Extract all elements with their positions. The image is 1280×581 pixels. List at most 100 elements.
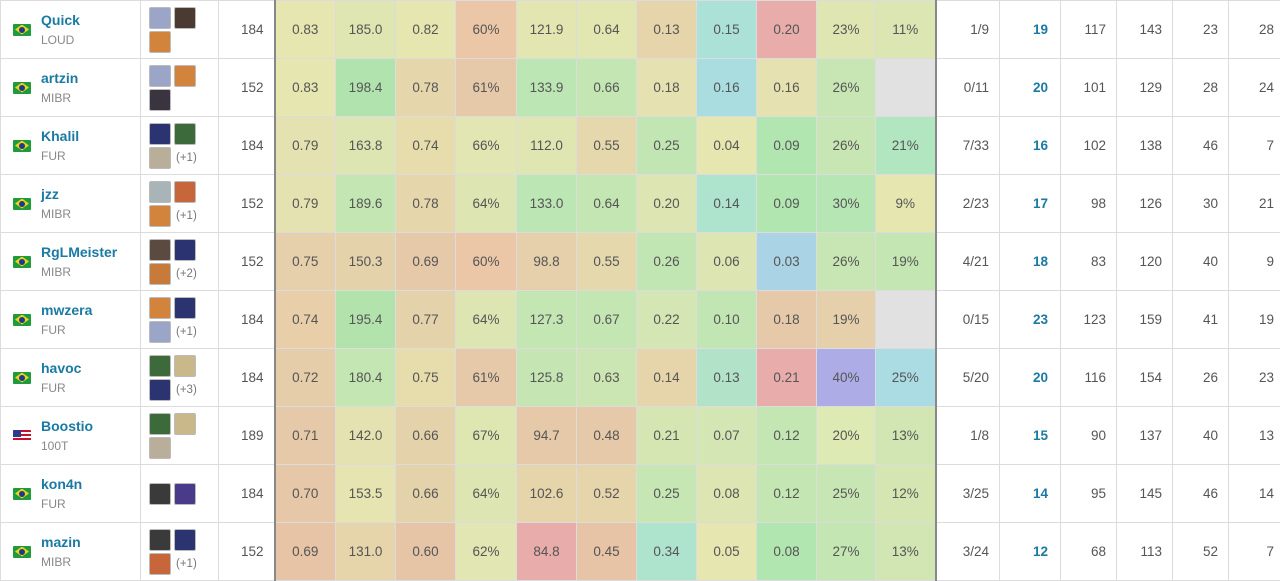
player-name-link[interactable]: mwzera bbox=[41, 302, 92, 319]
player-team: MIBR bbox=[41, 90, 78, 106]
agent-portrait-icon bbox=[174, 239, 196, 261]
agents-cell bbox=[141, 59, 219, 117]
stat-fd: 7 bbox=[1229, 117, 1280, 175]
stat-adr: 94.7 bbox=[517, 407, 577, 465]
stat-rating: 0.83 bbox=[275, 1, 336, 59]
stat-deaths: 123 bbox=[1061, 291, 1117, 349]
stat-kd: 0.75 bbox=[396, 349, 456, 407]
stat-acs: 163.8 bbox=[336, 117, 396, 175]
rounds-played: 152 bbox=[219, 175, 275, 233]
brazil-flag-icon bbox=[13, 198, 31, 210]
stat-kast: 61% bbox=[456, 349, 517, 407]
stat-kills: 16 bbox=[1000, 117, 1061, 175]
stat-fk: 46 bbox=[1173, 465, 1229, 523]
agent-portrait-icon bbox=[174, 529, 196, 551]
stat-fdpr: 0.16 bbox=[757, 59, 817, 117]
agents-cell: (+1) bbox=[141, 291, 219, 349]
agent-portrait-icon bbox=[149, 321, 171, 343]
player-name-link[interactable]: Khalil bbox=[41, 128, 79, 145]
agent-portrait-icon bbox=[149, 263, 171, 285]
stat-hs: 26% bbox=[817, 59, 876, 117]
stat-apr: 0.25 bbox=[637, 465, 697, 523]
agent-portrait-icon bbox=[149, 181, 171, 203]
player-team: MIBR bbox=[41, 554, 81, 570]
stat-apr: 0.18 bbox=[637, 59, 697, 117]
stat-hs: 23% bbox=[817, 1, 876, 59]
stat-kpr: 0.64 bbox=[577, 1, 637, 59]
stat-kd: 0.66 bbox=[396, 465, 456, 523]
stat-kast: 60% bbox=[456, 1, 517, 59]
stat-rating: 0.79 bbox=[275, 117, 336, 175]
stat-kills: 14 bbox=[1000, 465, 1061, 523]
stat-apr: 0.14 bbox=[637, 349, 697, 407]
stat-rating: 0.70 bbox=[275, 465, 336, 523]
player-cell: artzin MIBR bbox=[1, 59, 141, 117]
stat-acs: 198.4 bbox=[336, 59, 396, 117]
player-team: FUR bbox=[41, 380, 81, 396]
stat-kast: 64% bbox=[456, 291, 517, 349]
stat-cl bbox=[876, 291, 936, 349]
extra-agents-count: (+1) bbox=[176, 152, 197, 164]
stat-assists: 120 bbox=[1117, 233, 1173, 291]
stat-fd: 21 bbox=[1229, 175, 1280, 233]
stat-assists: 138 bbox=[1117, 117, 1173, 175]
stat-kills: 23 bbox=[1000, 291, 1061, 349]
stat-acs: 142.0 bbox=[336, 407, 396, 465]
player-name-link[interactable]: Quick bbox=[41, 12, 80, 29]
stat-kast: 60% bbox=[456, 233, 517, 291]
stat-fk: 46 bbox=[1173, 117, 1229, 175]
stat-kd: 0.78 bbox=[396, 59, 456, 117]
agent-portrait-icon bbox=[174, 123, 196, 145]
rounds-played: 184 bbox=[219, 349, 275, 407]
stat-acs: 195.4 bbox=[336, 291, 396, 349]
player-name-link[interactable]: jzz bbox=[41, 186, 71, 203]
stat-cl: 19% bbox=[876, 233, 936, 291]
player-name-link[interactable]: havoc bbox=[41, 360, 81, 377]
rounds-played: 184 bbox=[219, 1, 275, 59]
stat-fkpr: 0.13 bbox=[697, 349, 757, 407]
stat-fk: 41 bbox=[1173, 291, 1229, 349]
stat-deaths: 117 bbox=[1061, 1, 1117, 59]
agents-cell bbox=[141, 1, 219, 59]
player-name-link[interactable]: Boostio bbox=[41, 418, 93, 435]
stat-adr: 98.8 bbox=[517, 233, 577, 291]
agent-portrait-icon bbox=[149, 205, 171, 227]
player-name-link[interactable]: kon4n bbox=[41, 476, 82, 493]
brazil-flag-icon bbox=[13, 488, 31, 500]
player-name-link[interactable]: RgLMeister bbox=[41, 244, 117, 261]
player-team: FUR bbox=[41, 148, 79, 164]
stat-adr: 133.0 bbox=[517, 175, 577, 233]
stat-fk: 40 bbox=[1173, 407, 1229, 465]
stat-kast: 66% bbox=[456, 117, 517, 175]
stat-cl: 21% bbox=[876, 117, 936, 175]
stat-acs: 153.5 bbox=[336, 465, 396, 523]
player-name-link[interactable]: mazin bbox=[41, 534, 81, 551]
stat-kills: 20 bbox=[1000, 349, 1061, 407]
stat-kmax: 5/20 bbox=[936, 349, 1000, 407]
stat-fdpr: 0.12 bbox=[757, 465, 817, 523]
stat-fd: 13 bbox=[1229, 407, 1280, 465]
brazil-flag-icon bbox=[13, 256, 31, 268]
usa-flag-icon bbox=[13, 430, 31, 442]
player-team: LOUD bbox=[41, 32, 80, 48]
stat-kills: 15 bbox=[1000, 407, 1061, 465]
agents-cell: (+1) bbox=[141, 117, 219, 175]
extra-agents-count: (+3) bbox=[176, 384, 197, 396]
stat-kmax: 1/9 bbox=[936, 1, 1000, 59]
stat-kpr: 0.64 bbox=[577, 175, 637, 233]
player-name-link[interactable]: artzin bbox=[41, 70, 78, 87]
stat-kpr: 0.63 bbox=[577, 349, 637, 407]
player-cell: Khalil FUR bbox=[1, 117, 141, 175]
stat-fk: 28 bbox=[1173, 59, 1229, 117]
player-team: FUR bbox=[41, 322, 92, 338]
stat-fdpr: 0.09 bbox=[757, 117, 817, 175]
stat-kd: 0.69 bbox=[396, 233, 456, 291]
rounds-played: 184 bbox=[219, 117, 275, 175]
stat-rating: 0.74 bbox=[275, 291, 336, 349]
stat-kpr: 0.66 bbox=[577, 59, 637, 117]
